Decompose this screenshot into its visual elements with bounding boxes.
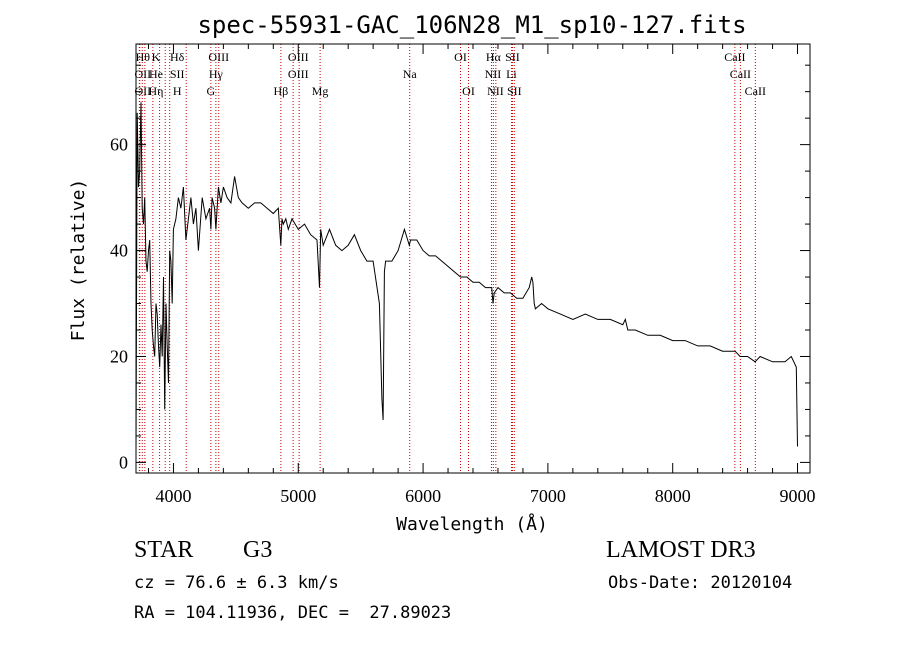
line-marker-label: Hβ: [274, 84, 289, 98]
line-marker-label: Hγ: [209, 67, 224, 81]
line-marker-label: SII: [507, 84, 522, 98]
axis-ticks: 4000 5000 6000 7000 8000 9000 0 20 40 60: [110, 44, 816, 506]
line-marker-label: OI: [462, 84, 475, 98]
x-tick-label: 5000: [280, 486, 316, 506]
plot-frame: [135, 43, 811, 474]
line-marker-label: Na: [403, 67, 418, 81]
x-tick-label: 8000: [655, 486, 691, 506]
y-tick-label: 20: [110, 346, 128, 366]
line-marker-label: NII: [487, 84, 504, 98]
y-axis-label: Flux (relative): [68, 179, 89, 342]
line-marker-label: OII: [135, 67, 152, 81]
line-marker-label: CaII: [745, 84, 766, 98]
spectrum-line: [135, 102, 798, 452]
y-tick-label: 60: [110, 135, 128, 155]
line-marker-label: OIII: [288, 50, 309, 64]
x-tick-label: 4000: [155, 486, 191, 506]
line-marker-label: Li: [506, 67, 517, 81]
line-marker-label: Hθ: [136, 50, 151, 64]
radial-velocity: cz = 76.6 ± 6.3 km/s: [134, 573, 339, 593]
chart-title: spec-55931-GAC_106N28_M1_sp10-127.fits: [197, 11, 746, 39]
line-marker-label: SII: [505, 50, 520, 64]
line-marker-label: SII: [170, 67, 185, 81]
line-marker-label: Hα: [486, 50, 502, 64]
x-tick-label: 6000: [405, 486, 441, 506]
line-marker-label: K: [152, 50, 161, 64]
line-marker-label: G: [207, 84, 216, 98]
x-tick-label: 9000: [780, 486, 816, 506]
line-marker-label: CaII: [730, 67, 751, 81]
coordinates: RA = 104.11936, DEC = 27.89023: [134, 603, 452, 623]
line-marker-label: Hη: [148, 84, 163, 98]
x-tick-label: 7000: [530, 486, 566, 506]
y-tick-label: 0: [119, 452, 128, 472]
spectral-subclass: G3: [243, 537, 273, 563]
line-marker-label: He: [149, 67, 163, 81]
line-marker-label: OIII: [208, 50, 229, 64]
line-marker-label: CaII: [724, 50, 745, 64]
y-tick-label: 40: [110, 241, 128, 261]
observation-date: Obs-Date: 20120104: [608, 573, 793, 593]
x-axis-label: Wavelength (Å): [396, 513, 548, 535]
line-marker-label: Hδ: [170, 50, 185, 64]
line-marker-label: H: [173, 84, 182, 98]
line-marker-label: OIII: [288, 67, 309, 81]
line-marker-label: OI: [454, 50, 467, 64]
line-marker-label: OII: [135, 84, 152, 98]
survey-name: LAMOST DR3: [606, 537, 756, 563]
line-marker-label: NII: [485, 67, 502, 81]
line-marker-label: Mg: [312, 84, 329, 98]
object-class: STAR: [134, 537, 194, 563]
